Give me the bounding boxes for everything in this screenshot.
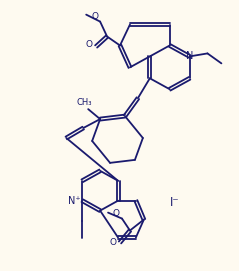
Text: O: O: [86, 40, 93, 49]
Text: N⁺: N⁺: [68, 196, 81, 206]
Text: CH₃: CH₃: [76, 98, 92, 107]
Text: I⁻: I⁻: [170, 196, 179, 209]
Text: O: O: [113, 209, 120, 218]
Text: N: N: [186, 51, 193, 62]
Text: O: O: [92, 12, 99, 21]
Text: O: O: [109, 238, 117, 247]
